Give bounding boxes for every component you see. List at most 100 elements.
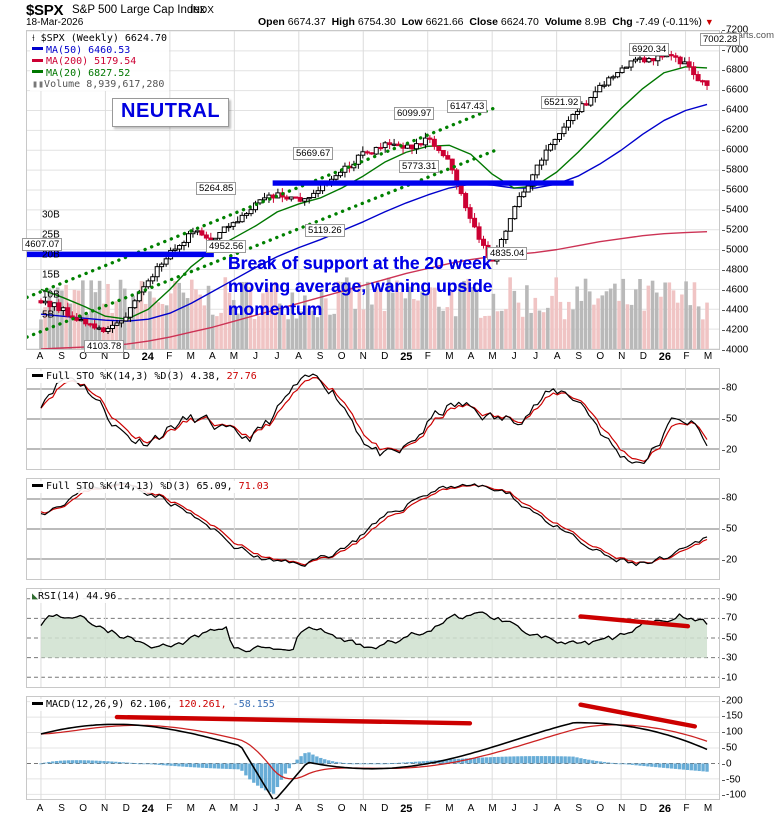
price-y-tickmark [722,290,725,291]
low-label: Low [401,16,423,28]
rsi-legend-text: RSI(14) 44.96 [38,591,117,602]
osc-y-tickmark [722,618,725,619]
volume-label: Volume [544,16,582,28]
x-axis-top: A S O N D 24 F M A M J J A S O N D 25 F M A M J J A S O N D 26 F M [26,350,720,368]
high-value: 6754.30 [357,16,396,28]
price-label: 5119.26 [305,224,345,237]
chart-header: $SPX S&P 500 Large Cap Index INDX 18-Mar… [0,0,780,41]
macd-y-tick: 150 [726,710,743,722]
osc-y-tick: 50 [726,632,738,644]
price-y-tickmark [722,230,725,231]
x-axis-label: 26 [658,803,672,815]
legend-ma50-text: MA(50) 6460.53 [46,44,131,56]
macd-y-axis: 200 150 100 50 0 -50 -100 [722,695,778,801]
x-axis-label: A [36,803,44,814]
price-y-tick: 5800 [726,164,749,176]
price-label: 6147.43 [447,100,488,113]
x-axis-label: J [252,351,258,362]
osc-y-tickmark [722,529,725,530]
price-y-tick: 4800 [726,264,749,276]
exchange-label: INDX [190,5,214,16]
x-axis-bottom: A S O N D 24 F M A M J J A S O N D 25 F M A M J J A S O N D 26 F M [26,802,720,820]
macd-y-tickmark [722,716,725,718]
osc-y-tickmark [722,598,725,599]
price-y-tick: 7200 [726,24,749,36]
price-y-tickmark [722,170,725,171]
price-y-tickmark [722,150,725,151]
macd-hist-value: -58.155 [232,699,275,710]
macd-y-tick: 100 [726,726,743,738]
x-axis-label: A [553,351,561,362]
price-label: 5773.31 [399,160,440,173]
low-value: 6621.66 [425,16,464,28]
ma200-swatch-icon [32,58,43,62]
price-y-tick: 5400 [726,204,749,216]
x-axis-label: M [229,351,239,362]
x-axis-label: M [186,351,195,362]
price-y-tickmark [722,250,725,251]
price-y-tickmark [722,50,725,51]
price-y-tick: 6000 [726,144,749,156]
x-axis-label: O [79,803,87,814]
stoch-fast-d-value: 27.76 [226,371,257,382]
price-label: 6099.97 [394,107,435,120]
x-axis-label: F [166,803,173,814]
x-axis-label: M [445,803,454,814]
legend-ma200: MA(200) 5179.54 [32,56,167,68]
x-axis-label: S [575,803,583,814]
osc-y-tick: 20 [726,554,738,566]
price-y-tick: 6400 [726,104,749,116]
x-axis-label: S [58,351,65,362]
x-axis-label: M [703,803,713,814]
price-chart-panel[interactable]: ⟊ $SPX (Weekly) 6624.70 MA(50) 6460.53 M… [26,30,720,350]
open-value: 6674.37 [287,16,326,28]
open-label: Open [258,16,285,28]
x-axis-label: N [359,351,367,362]
legend-volume-text: Volume 8,939,617,280 [44,79,165,90]
x-axis-label: M [229,803,239,814]
osc-y-tickmark [722,678,725,679]
x-axis-label: O [596,803,605,814]
macd-legend-text: MACD(12,26,9) 62.106, [46,699,173,710]
osc-y-tick: 30 [726,652,738,664]
callout-line-1: Break of support at the 20 week [228,253,492,273]
price-y-tickmark [722,110,725,111]
rsi-area-icon: ◣ [32,591,39,602]
x-axis-label: D [122,803,130,814]
x-axis-label: A [209,351,216,362]
legend-volume: ▮▮Volume 8,939,617,280 [32,79,167,91]
callout-line-2: moving average, waning upside [228,276,493,296]
osc-y-tickmark [722,449,725,451]
symbol-ticker: $SPX [26,2,64,19]
x-axis-label: M [488,351,497,362]
osc-y-tick: 80 [726,492,738,504]
osc-y-tickmark [722,638,725,639]
rsi-panel[interactable]: ◣RSI(14) 44.96 [26,588,720,688]
close-value: 6624.70 [500,16,539,28]
rsi-plot [27,589,719,687]
price-y-tickmark [722,30,725,31]
x-axis-label: S [316,351,324,362]
x-axis-label: J [533,351,539,362]
stochastic-fast-panel[interactable]: Full STO %K(14,3) %D(3) 4.38, 27.76 [26,368,720,470]
stochastic-slow-panel[interactable]: Full STO %K(14,13) %D(3) 65.09, 71.03 [26,478,720,580]
macd-y-tick: 200 [726,695,743,707]
price-y-tick: 4400 [726,304,749,316]
price-plot [27,31,719,349]
volume-bars-icon: ▮▮ [32,79,45,90]
price-y-tickmark [722,90,725,91]
osc-y-tickmark [722,498,725,500]
x-axis-label: A [295,351,302,362]
ohlc-summary: Open 6674.37 High 6754.30 Low 6621.66 Cl… [258,16,714,28]
x-axis-label: J [533,803,539,814]
osc-y-tick: 90 [726,592,738,604]
x-axis-label: J [274,803,280,814]
price-label: 6521.92 [541,96,582,109]
price-y-tickmark [722,350,725,351]
ma20-swatch-icon [32,70,43,73]
macd-panel[interactable]: MACD(12,26,9) 62.106, 120.261, -58.155 [26,696,720,800]
rsi-y-axis: 90 70 50 30 10 [722,588,778,688]
stochastic-slow-plot [27,479,719,579]
price-y-tickmark [722,270,725,271]
x-axis-label: 25 [400,803,413,815]
